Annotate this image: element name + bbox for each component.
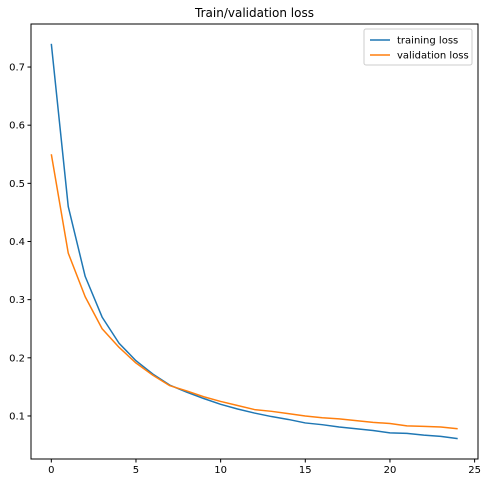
series-lines (50, 43, 458, 440)
y-tick-label: 0.7 (9, 63, 25, 74)
y-axis: 0.1 0.2 0.3 0.4 0.5 0.6 0.7 (9, 63, 31, 422)
x-axis: 0 5 10 15 20 25 (48, 459, 481, 476)
series-line-2 (50, 154, 458, 430)
legend-label-2: validation loss (397, 51, 469, 62)
chart-title: Train/validation loss (194, 6, 314, 20)
y-tick-label: 0.2 (9, 353, 25, 364)
y-tick-label: 0.6 (9, 121, 25, 132)
y-tick-label: 0.1 (9, 411, 25, 422)
plot-frame (30, 23, 479, 460)
series-line-1 (50, 43, 458, 440)
legend-box (363, 28, 473, 66)
x-tick-label: 0 (48, 465, 54, 476)
legend-label-1: training loss (397, 36, 458, 47)
legend: training loss validation loss (363, 28, 473, 66)
x-tick-label: 5 (133, 465, 139, 476)
y-tick-label: 0.5 (9, 179, 25, 190)
x-tick-label: 20 (384, 465, 397, 476)
x-tick-label: 25 (468, 465, 481, 476)
x-tick-label: 15 (299, 465, 312, 476)
x-tick-label: 10 (214, 465, 227, 476)
y-tick-label: 0.4 (9, 237, 25, 248)
y-tick-label: 0.3 (9, 295, 25, 306)
